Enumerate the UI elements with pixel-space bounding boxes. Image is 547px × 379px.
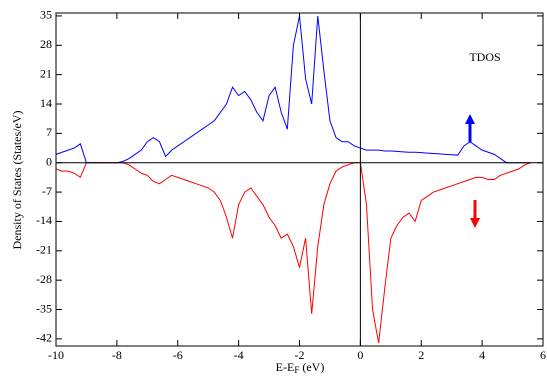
x-tick-label: 2 <box>418 348 424 362</box>
x-tick-label: -6 <box>173 348 183 362</box>
y-tick-label: -7 <box>42 184 52 198</box>
dos-line <box>56 162 531 344</box>
y-tick-label: 21 <box>40 66 52 80</box>
x-tick-label: -10 <box>48 348 64 362</box>
dos-line <box>56 15 531 164</box>
x-axis-label-sub: F <box>294 365 299 375</box>
y-tick-label: 0 <box>46 154 52 168</box>
spin-down-arrow <box>470 200 480 228</box>
x-tick-label: 6 <box>540 348 546 362</box>
y-tick-label: 7 <box>46 125 52 139</box>
y-tick-label: -14 <box>36 213 52 227</box>
x-axis-label-main: E-E <box>276 360 295 374</box>
y-axis-label: Density of States (States/eV) <box>10 111 24 250</box>
x-tick-label: -4 <box>234 348 244 362</box>
y-tick-label: -42 <box>36 331 52 345</box>
spin-up-arrow <box>465 114 475 142</box>
y-tick-label: 35 <box>40 8 52 22</box>
plot-lines <box>56 15 531 344</box>
x-tick-label: 4 <box>479 348 485 362</box>
x-tick-label: -8 <box>112 348 122 362</box>
y-tick-label: -21 <box>36 243 52 257</box>
y-tick-label: 14 <box>40 96 52 110</box>
annotation: TDOS <box>469 50 500 64</box>
y-tick-label: -35 <box>36 301 52 315</box>
x-tick-label: 0 <box>357 348 363 362</box>
x-axis-label: E-EF (eV) <box>276 360 325 375</box>
x-axis-label-unit: (eV) <box>299 360 324 374</box>
x-tick-label: -2 <box>295 348 305 362</box>
y-tick-label: 28 <box>40 37 52 51</box>
y-tick-label: -28 <box>36 272 52 286</box>
